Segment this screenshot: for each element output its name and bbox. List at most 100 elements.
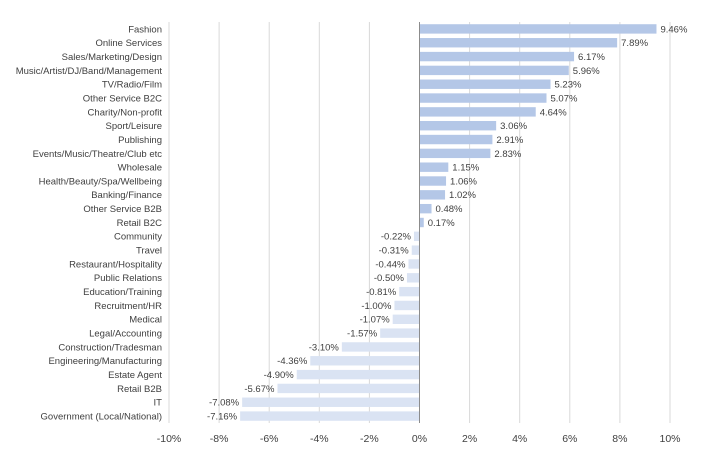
bar: [419, 134, 493, 145]
bar: [419, 93, 547, 103]
category-label: Community: [114, 232, 162, 243]
data-label: -4.90%: [264, 370, 295, 381]
x-tick-label: -10%: [157, 433, 182, 445]
bar: [419, 38, 618, 48]
data-label: 3.06%: [500, 121, 527, 132]
data-label: 5.96%: [573, 66, 600, 77]
category-label: Online Services: [95, 38, 162, 49]
category-label: Music/Artist/DJ/Band/Management: [16, 66, 163, 77]
bar: [419, 121, 497, 131]
x-tick-label: 0%: [412, 433, 427, 445]
category-label: Government (Local/National): [41, 411, 162, 422]
category-label: Sales/Marketing/Design: [62, 52, 162, 63]
category-label: Estate Agent: [108, 370, 162, 381]
data-label: -1.07%: [360, 315, 391, 326]
data-label: 1.15%: [452, 163, 479, 174]
x-tick-label: -2%: [360, 433, 379, 445]
bar: [394, 300, 420, 311]
category-label: Other Service B2B: [83, 204, 162, 215]
category-label: Events/Music/Theatre/Club etc: [33, 149, 163, 160]
bar: [242, 397, 420, 407]
data-label: 9.46%: [660, 24, 687, 35]
bar: [419, 107, 536, 117]
x-tick-label: 6%: [562, 433, 577, 445]
category-label: Travel: [136, 246, 162, 257]
bar: [411, 245, 420, 255]
category-label: Health/Beauty/Spa/Wellbeing: [39, 176, 162, 187]
bar: [419, 148, 491, 159]
category-label: Publishing: [118, 135, 162, 146]
x-tick-label: 2%: [462, 433, 477, 445]
bar: [419, 203, 432, 214]
category-label: Public Relations: [94, 273, 162, 284]
data-label: -1.57%: [347, 329, 378, 340]
category-label: IT: [154, 398, 163, 409]
category-label: Banking/Finance: [91, 190, 162, 201]
bar: [310, 356, 420, 366]
data-label: -5.67%: [244, 384, 275, 395]
labels: -10% -8% -6% -4% -2% 0% 2% 4% 6% 8% 10% Fashion 9.46…: [16, 24, 688, 445]
bars: [240, 24, 657, 421]
bar: [380, 328, 420, 338]
category-label: Fashion: [128, 24, 162, 35]
category-label: Construction/Tradesman: [58, 342, 162, 353]
data-label: 0.48%: [436, 204, 463, 215]
category-label: Legal/Accounting: [89, 329, 162, 340]
x-tick-label: -4%: [310, 433, 329, 445]
category-label: Retail B2B: [117, 384, 162, 395]
bar: [406, 273, 420, 283]
data-label: 2.91%: [496, 135, 523, 146]
category-label: Education/Training: [83, 287, 162, 298]
category-label: Recruitment/HR: [94, 301, 162, 312]
bar: [277, 383, 420, 394]
x-tick-label: -6%: [260, 433, 279, 445]
bar: [408, 259, 420, 269]
data-label: -1.00%: [361, 301, 392, 312]
category-label: Other Service B2C: [83, 93, 162, 104]
x-tick-label: 8%: [612, 433, 627, 445]
data-label: -0.50%: [374, 273, 405, 284]
data-label: -0.22%: [381, 232, 412, 243]
data-label: 1.02%: [449, 190, 476, 201]
category-label: Medical: [129, 315, 162, 326]
data-label: -0.81%: [366, 287, 397, 298]
category-label: Engineering/Manufacturing: [48, 356, 162, 367]
data-label: -7.08%: [209, 398, 240, 409]
bar: [341, 342, 420, 352]
bar: [399, 286, 420, 297]
data-label: -7.16%: [207, 411, 238, 422]
category-label: Restaurant/Hospitality: [69, 259, 162, 270]
x-tick-label: -8%: [210, 433, 229, 445]
data-label: -4.36%: [277, 356, 308, 367]
data-label: -3.10%: [309, 342, 340, 353]
category-label: Wholesale: [118, 163, 162, 174]
data-label: 6.17%: [578, 52, 605, 63]
data-label: 4.64%: [540, 107, 567, 118]
bar: [419, 65, 569, 76]
category-label: Sport/Leisure: [105, 121, 162, 132]
data-label: -0.44%: [375, 259, 406, 270]
bar: [419, 51, 575, 62]
bar: [419, 79, 551, 89]
category-label: TV/Radio/Film: [102, 80, 162, 91]
bar: [419, 162, 449, 172]
bar: [419, 217, 424, 228]
bar: [240, 411, 420, 421]
bar: [392, 314, 420, 324]
x-tick-label: 4%: [512, 433, 527, 445]
data-label: 0.17%: [428, 218, 455, 229]
bar: [296, 369, 420, 380]
category-label: Charity/Non-profit: [88, 107, 163, 118]
data-label: 1.06%: [450, 176, 477, 187]
bar: [419, 24, 657, 34]
data-label: 7.89%: [621, 38, 648, 49]
data-label: -0.31%: [379, 246, 410, 257]
data-label: 2.83%: [494, 149, 521, 160]
data-label: 5.23%: [555, 80, 582, 91]
bar: [419, 190, 446, 200]
bar: [419, 176, 447, 186]
bar: [413, 231, 420, 242]
x-tick-label: 10%: [659, 433, 680, 445]
